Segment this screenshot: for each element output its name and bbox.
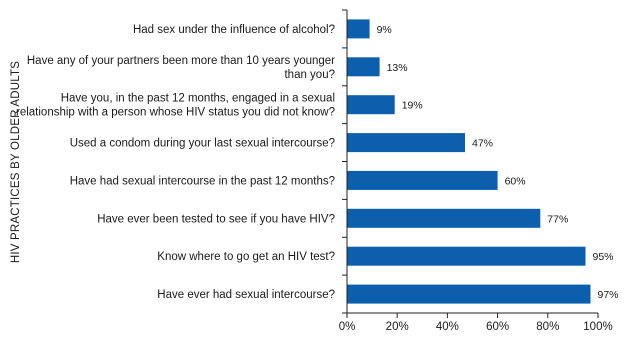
bar-value-label: 9%: [377, 24, 392, 36]
category-label: Have ever been tested to see if you have…: [97, 213, 335, 225]
bar: [347, 19, 370, 39]
bar-value-label: 95%: [593, 251, 614, 263]
category-label: relationship with a person whose HIV sta…: [16, 107, 335, 119]
category-label: than you?: [284, 69, 335, 81]
bar-value-label: 13%: [387, 62, 408, 74]
bar: [347, 133, 465, 153]
category-label: Have you, in the past 12 months, engaged…: [61, 93, 335, 105]
x-tick-label: 20%: [386, 321, 409, 333]
category-labels-layer: Had sex under the influence of alcohol? H…: [16, 24, 335, 301]
category-label: Have had sexual intercourse in the past …: [70, 175, 335, 187]
bar: [347, 170, 498, 190]
x-tick-label: 80%: [536, 321, 559, 333]
bar-value-label: 97%: [598, 289, 619, 301]
bar: [347, 246, 586, 266]
category-label: Used a condom during your last sexual in…: [70, 138, 335, 150]
value-labels-layer: 9% 13% 19% 47% 60% 77% 95% 97%: [377, 24, 619, 301]
category-label: Know where to go get an HIV test?: [157, 251, 335, 263]
category-label: Have any of your partners been more than…: [27, 55, 335, 67]
x-tick-label: 0%: [339, 321, 356, 333]
category-label: Had sex under the influence of alcohol?: [133, 24, 335, 36]
x-tick-label: 100%: [583, 321, 612, 333]
bar-value-label: 19%: [402, 100, 423, 112]
bar: [347, 208, 541, 228]
x-tick-label: 60%: [486, 321, 509, 333]
bar: [347, 95, 395, 115]
bar: [347, 57, 380, 77]
bar-value-label: 77%: [547, 213, 568, 225]
x-tick-label: 40%: [436, 321, 459, 333]
bar-value-label: 60%: [505, 175, 526, 187]
bar: [347, 284, 591, 304]
axes-layer: 0% 20% 40% 60% 80% 100%: [339, 9, 613, 333]
bar-value-label: 47%: [472, 138, 493, 150]
category-label: Have ever had sexual intercourse?: [157, 289, 335, 301]
bars-layer: [347, 19, 591, 304]
y-axis-title: HIV PRACTICES BY OLDER ADULTS: [10, 61, 22, 263]
